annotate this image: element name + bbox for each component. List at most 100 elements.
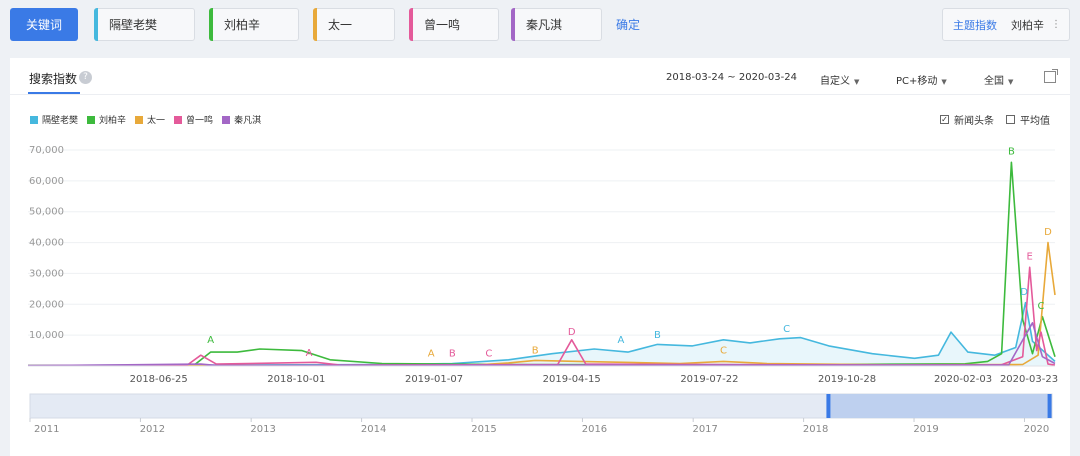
y-tick-label: 50,000 bbox=[29, 207, 64, 218]
annotation-label: B bbox=[1008, 147, 1015, 158]
annotation-label: B bbox=[532, 346, 539, 357]
x-tick-label: 2020-03-23 bbox=[1000, 374, 1058, 385]
panel-title: 搜索指数 bbox=[29, 72, 78, 86]
panel-title-underline bbox=[28, 92, 80, 94]
news-checkbox-label: 新闻头条 bbox=[954, 116, 994, 127]
caret-down-icon: ▼ bbox=[1008, 78, 1014, 86]
keyword-bar: 关键词 隔壁老樊 刘柏辛 太一 曾一鸣 秦凡淇 确定 主题指数 刘柏辛 ⋮ bbox=[0, 0, 1080, 52]
y-tick-label: 70,000 bbox=[29, 145, 64, 156]
legend-label: 刘柏辛 bbox=[99, 116, 127, 126]
x-tick-label: 2019-10-28 bbox=[818, 374, 876, 385]
y-tick-label: 10,000 bbox=[29, 330, 64, 341]
keyword-chip-2[interactable]: 刘柏辛 bbox=[209, 8, 299, 41]
series-line bbox=[27, 241, 1056, 367]
navigator-year-label: 2017 bbox=[692, 424, 717, 435]
x-tick-label: 2019-04-15 bbox=[543, 374, 601, 385]
keyword-chip-5[interactable]: 秦凡淇 bbox=[511, 8, 602, 41]
annotation-label: B bbox=[449, 349, 456, 360]
navigator-handle-left bbox=[826, 394, 831, 418]
keyword-chip-1[interactable]: 隔壁老樊 bbox=[94, 8, 195, 41]
more-icon[interactable]: ⋮ bbox=[1051, 19, 1061, 30]
y-tick-label: 60,000 bbox=[29, 176, 64, 187]
annotation-label: D bbox=[1020, 287, 1028, 298]
navigator-year-label: 2011 bbox=[34, 424, 59, 435]
annotation-label: A bbox=[306, 348, 313, 359]
topic-index-value: 刘柏辛 bbox=[1011, 18, 1044, 32]
series-line bbox=[27, 301, 1056, 367]
navigator-year-label: 2019 bbox=[913, 424, 938, 435]
keyword-chip-label: 隔壁老樊 bbox=[109, 18, 158, 32]
annotation-label: C bbox=[1037, 301, 1044, 312]
legend-swatch bbox=[30, 115, 38, 124]
legend-item[interactable]: 曾一鸣 bbox=[174, 113, 213, 126]
panel-divider bbox=[10, 94, 1070, 95]
annotation-label: C bbox=[720, 346, 727, 357]
custom-dropdown-label: 自定义 bbox=[820, 76, 850, 87]
legend-label: 太一 bbox=[147, 116, 166, 126]
navigator-year-label: 2020 bbox=[1024, 424, 1049, 435]
search-index-panel: 搜索指数 ? 2018-03-24 ~ 2020-03-24 自定义 ▼ PC+移… bbox=[10, 58, 1070, 456]
y-tick-label: 40,000 bbox=[29, 238, 64, 249]
navigator-year-label: 2018 bbox=[803, 424, 828, 435]
news-checkbox[interactable]: ✓ 新闻头条 bbox=[940, 112, 994, 127]
legend-item[interactable]: 隔壁老樊 bbox=[30, 113, 78, 126]
topic-index-selector[interactable]: 主题指数 刘柏辛 ⋮ bbox=[942, 8, 1070, 41]
custom-dropdown[interactable]: 自定义 ▼ bbox=[820, 72, 859, 87]
navigator-year-label: 2012 bbox=[140, 424, 165, 435]
keyword-chip-label: 曾一鸣 bbox=[424, 18, 461, 32]
external-link-icon[interactable] bbox=[1044, 69, 1058, 83]
date-range-text: 2018-03-24 ~ 2020-03-24 bbox=[666, 72, 797, 83]
navigator-year-label: 2014 bbox=[361, 424, 386, 435]
annotation-label: A bbox=[207, 335, 214, 346]
navigator-selection bbox=[828, 394, 1050, 418]
y-tick-label: 30,000 bbox=[29, 268, 64, 279]
checkbox-empty-icon bbox=[1006, 115, 1015, 124]
series-area bbox=[28, 302, 1055, 366]
caret-down-icon: ▼ bbox=[941, 78, 947, 86]
device-dropdown-label: PC+移动 bbox=[896, 76, 938, 87]
topic-index-label: 主题指数 bbox=[953, 18, 997, 32]
navigator-year-label: 2013 bbox=[250, 424, 275, 435]
confirm-link[interactable]: 确定 bbox=[616, 18, 641, 32]
keyword-chip-4[interactable]: 曾一鸣 bbox=[409, 8, 499, 41]
legend-label: 隔壁老樊 bbox=[42, 116, 79, 126]
annotation-label: C bbox=[783, 324, 790, 335]
help-icon[interactable]: ? bbox=[79, 71, 92, 84]
region-dropdown[interactable]: 全国 ▼ bbox=[984, 72, 1013, 87]
x-tick-label: 2019-07-22 bbox=[680, 374, 738, 385]
navigator-handle-right bbox=[1047, 394, 1052, 418]
keyword-chip-label: 刘柏辛 bbox=[224, 18, 261, 32]
legend-item[interactable]: 秦凡淇 bbox=[222, 113, 261, 126]
keyword-chip-label: 太一 bbox=[328, 18, 353, 32]
average-checkbox[interactable]: 平均值 bbox=[1006, 112, 1050, 127]
annotation-label: C bbox=[485, 349, 492, 360]
series-line bbox=[27, 322, 1056, 367]
navigator-year-label: 2015 bbox=[471, 424, 496, 435]
region-dropdown-label: 全国 bbox=[984, 76, 1004, 87]
chart-legend: 隔壁老樊 刘柏辛 太一 曾一鸣 秦凡淇 bbox=[30, 113, 270, 126]
device-dropdown[interactable]: PC+移动 ▼ bbox=[896, 72, 947, 87]
annotation-label: E bbox=[1027, 252, 1033, 263]
annotation-label: B bbox=[654, 330, 661, 341]
x-tick-label: 2018-10-01 bbox=[267, 374, 325, 385]
legend-label: 曾一鸣 bbox=[186, 116, 214, 126]
average-checkbox-label: 平均值 bbox=[1020, 116, 1050, 127]
legend-item[interactable]: 太一 bbox=[135, 113, 165, 126]
annotation-label: A bbox=[428, 349, 435, 360]
keyword-chip-label: 秦凡淇 bbox=[526, 18, 563, 32]
caret-down-icon: ▼ bbox=[854, 78, 860, 86]
x-tick-label: 2019-01-07 bbox=[405, 374, 463, 385]
legend-label: 秦凡淇 bbox=[234, 116, 262, 126]
checkbox-checked-icon: ✓ bbox=[940, 115, 949, 124]
series-line bbox=[27, 266, 1056, 367]
legend-swatch bbox=[135, 115, 144, 124]
annotation-label: D bbox=[568, 327, 576, 338]
keyword-tab-button[interactable]: 关键词 bbox=[10, 8, 78, 41]
legend-item[interactable]: 刘柏辛 bbox=[87, 113, 126, 126]
x-tick-label: 2018-06-25 bbox=[130, 374, 188, 385]
date-range-selector[interactable]: 2018-03-24 ~ 2020-03-24 bbox=[666, 72, 797, 83]
annotation-label: A bbox=[617, 335, 624, 346]
legend-swatch bbox=[87, 115, 96, 124]
keyword-chip-3[interactable]: 太一 bbox=[313, 8, 395, 41]
